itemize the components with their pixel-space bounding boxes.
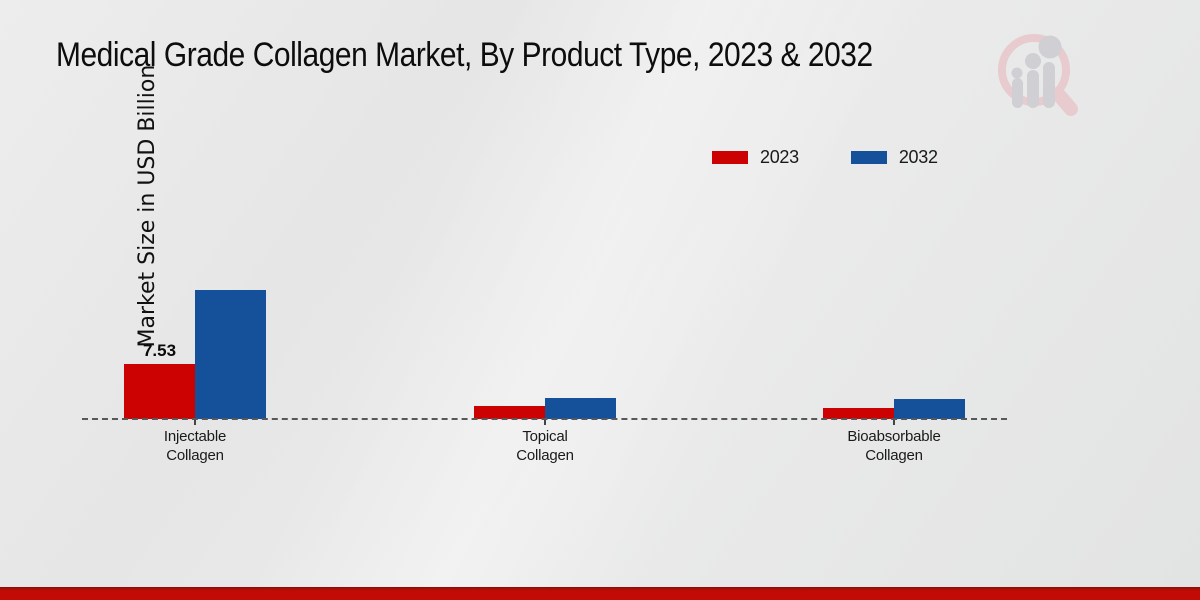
x-axis-tick <box>194 420 196 425</box>
x-axis-tick <box>893 420 895 425</box>
category-label-bioabsorbable-collagen: Bioabsorbable Collagen <box>847 428 941 464</box>
x-axis-tick <box>544 420 546 425</box>
bar-2023-injectable-collagen <box>124 364 195 419</box>
chart-title: Medical Grade Collagen Market, By Produc… <box>56 36 873 74</box>
bar-2032-injectable-collagen <box>195 290 266 419</box>
bar-2023-bioabsorbable-collagen <box>823 408 894 419</box>
legend-item-2032: 2032 <box>850 147 938 168</box>
category-label-topical-collagen: Topical Collagen <box>516 428 574 464</box>
legend-label-2032: 2032 <box>898 147 938 167</box>
legend-swatch-2023 <box>712 151 748 164</box>
legend: 2023 2032 <box>712 147 938 168</box>
bar-2032-topical-collagen <box>545 398 616 419</box>
bar-2032-bioabsorbable-collagen <box>894 399 965 419</box>
legend-item-2023: 2023 <box>712 147 799 168</box>
category-label-injectable-collagen: Injectable Collagen <box>163 428 227 464</box>
magnifier-bar-chart-logo-icon <box>998 34 1078 116</box>
bar-value-label: 7.53 <box>142 341 177 360</box>
x-axis-baseline <box>82 418 1007 420</box>
footer-strip <box>0 587 1200 600</box>
legend-swatch-2032 <box>850 151 887 164</box>
legend-label-2023: 2023 <box>760 147 799 167</box>
bar-2023-topical-collagen <box>474 406 545 419</box>
